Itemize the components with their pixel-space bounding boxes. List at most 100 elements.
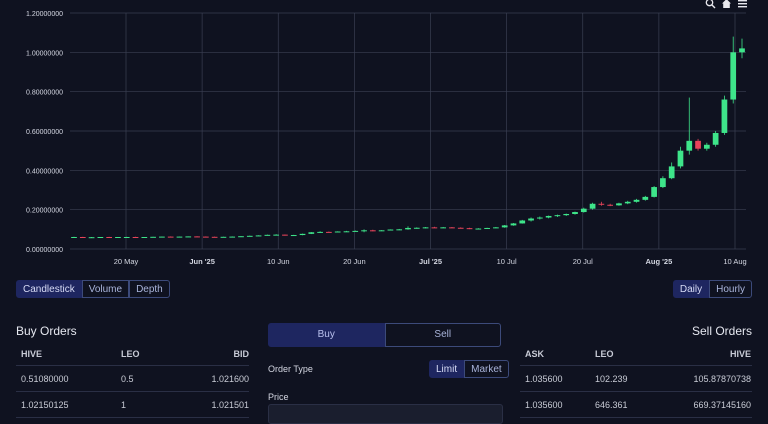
market-button[interactable]: Market [464,360,509,378]
cell-hive: 1.02150125 [21,399,69,410]
candle [159,236,165,238]
candle [501,225,508,228]
y-axis: 1.20000000 1.00000000 0.80000000 0.60000000… [26,11,63,254]
candle [79,236,86,239]
candle [660,176,666,189]
candle [352,230,359,232]
buy-orders-table: HIVE LEO BID 0.51080000 0.5 1.021600 1.0… [16,343,249,418]
x-tick-label: 20 Jun [343,257,366,266]
candle [721,95,728,135]
price-chart[interactable]: 1.20000000 1.00000000 0.80000000 0.60000000… [0,0,768,272]
candle [141,237,148,239]
candle [598,201,605,206]
x-tick-label: 20 Jul [573,257,593,266]
chart-toolbar [704,0,748,10]
candle [255,235,262,237]
candle [431,226,438,229]
candle [554,214,561,217]
hourly-button[interactable]: Hourly [709,280,752,298]
candle [677,146,684,169]
home-icon[interactable] [720,0,732,10]
candle [695,138,701,151]
candle [185,236,192,238]
cell-bid: 1.021501 [211,399,249,410]
candle [88,237,95,239]
candle [686,97,693,155]
candle [229,236,236,238]
candle [642,195,649,201]
y-tick-label: 1.20000000 [26,11,63,18]
candle [290,234,297,237]
daily-button[interactable]: Daily [672,280,710,298]
candle [123,236,130,239]
candle [308,232,315,235]
candle [651,186,657,198]
limit-button[interactable]: Limit [429,360,465,378]
table-row[interactable]: 1.035600 102.239 105.87870738 [520,366,752,392]
cell-bid: 1.021600 [211,373,249,384]
col-hive: HIVE [729,349,751,359]
y-tick-label: 0.40000000 [26,168,63,175]
volume-button[interactable]: Volume [81,280,130,298]
candle [739,38,745,59]
x-tick-label: 20 May [114,257,139,266]
table-row[interactable]: 1.035600 646.361 669.37145160 [520,392,752,418]
candle [730,36,737,104]
x-tick-label: 10 Aug [723,257,746,266]
sell-tab[interactable]: Sell [384,323,501,347]
order-type-selector: Limit Market [429,360,509,378]
candle [246,235,253,237]
col-leo: LEO [121,349,140,359]
cell-leo: 102.239 [595,373,628,384]
candle [624,200,631,205]
chart-grid [70,12,746,250]
candlestick-button[interactable]: Candlestick [16,280,82,298]
depth-button[interactable]: Depth [129,280,170,298]
candle [167,236,174,238]
sell-orders-title: Sell Orders [691,324,752,338]
col-leo: LEO [595,349,614,359]
candle [334,231,341,233]
table-row[interactable]: 0.51080000 0.5 1.021600 [16,366,249,392]
candle [211,236,218,238]
candle [317,231,323,233]
candle [528,217,534,222]
candle [264,234,271,236]
candle [493,226,499,229]
x-tick-label: Jun '25 [189,257,215,266]
menu-icon[interactable] [736,0,748,10]
candle [202,236,209,238]
candle [220,236,227,238]
candle [176,236,183,238]
col-hive: HIVE [21,349,43,359]
candle [273,234,280,236]
y-tick-label: 0.00000000 [26,247,63,254]
cell-ask: 1.035600 [525,399,563,410]
candle [343,230,350,233]
x-tick-label: 10 Jun [267,257,290,266]
buy-tab[interactable]: Buy [268,323,385,347]
candle [378,230,385,232]
x-tick-label: Aug '25 [645,257,672,266]
cell-hive: 105.87870738 [693,373,751,384]
candle [712,131,719,147]
table-row[interactable]: 1.02150125 1 1.021501 [16,392,249,418]
candle [668,162,675,180]
candle [536,216,543,220]
candle [475,228,482,230]
candle [607,203,614,207]
candle [563,213,570,216]
col-ask: ASK [525,349,545,359]
chart-type-selector: Candlestick Volume Depth [16,280,170,298]
zoom-icon[interactable] [704,0,716,10]
candle [150,236,156,238]
price-input[interactable] [268,404,503,424]
candle [580,207,587,213]
candle [97,237,104,239]
candle [369,229,376,232]
sell-orders-table: ASK LEO HIVE 1.035600 102.239 105.878707… [520,343,752,418]
x-tick-label: Jul '25 [419,257,442,266]
candle [589,202,596,210]
candles [71,36,745,239]
candle [519,219,526,224]
